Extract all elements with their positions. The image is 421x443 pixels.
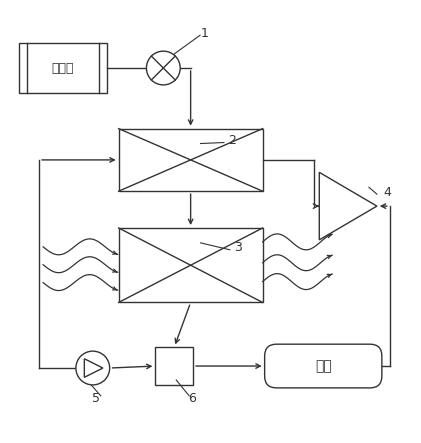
- Text: 座舱: 座舱: [315, 359, 332, 373]
- Text: 1: 1: [201, 27, 209, 40]
- Text: 发动机: 发动机: [52, 62, 74, 74]
- Text: 5: 5: [92, 392, 100, 405]
- Bar: [19, 43, 107, 93]
- Circle shape: [76, 351, 109, 385]
- Text: 2: 2: [228, 134, 236, 147]
- Bar: [119, 228, 263, 303]
- Polygon shape: [319, 172, 377, 240]
- Bar: [155, 347, 193, 385]
- Text: 4: 4: [383, 186, 391, 199]
- Text: 6: 6: [188, 392, 196, 405]
- Polygon shape: [84, 359, 103, 377]
- Circle shape: [147, 51, 180, 85]
- FancyBboxPatch shape: [265, 344, 382, 388]
- Text: 3: 3: [234, 241, 242, 254]
- Bar: [119, 128, 263, 191]
